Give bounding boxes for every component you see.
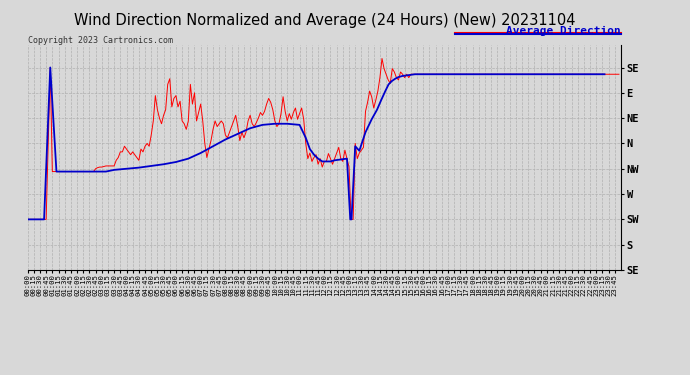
Text: Average Direction: Average Direction [506, 26, 621, 36]
Text: Copyright 2023 Cartronics.com: Copyright 2023 Cartronics.com [28, 36, 172, 45]
Text: Wind Direction Normalized and Average (24 Hours) (New) 20231104: Wind Direction Normalized and Average (2… [74, 13, 575, 28]
